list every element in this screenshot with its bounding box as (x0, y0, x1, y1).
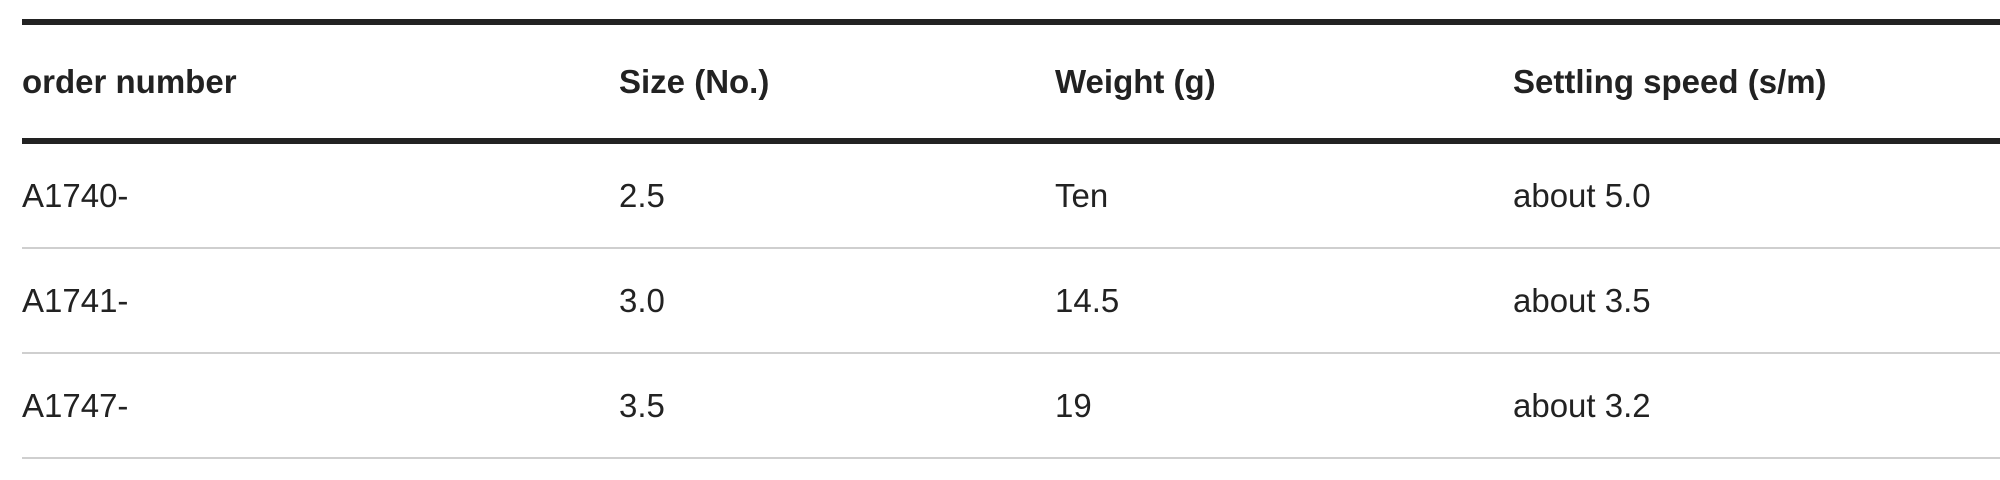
table-header-row: order number Size (No.) Weight (g) Settl… (22, 25, 2000, 144)
cell-order-number: A1747- (22, 386, 129, 424)
spec-table: order number Size (No.) Weight (g) Settl… (22, 19, 2000, 459)
cell-order-number: A1741- (22, 281, 129, 319)
cell-weight: 19 (1055, 386, 1092, 424)
table-row: A1747- 3.5 19 about 3.2 (22, 354, 2000, 459)
cell-settling-speed: about 3.5 (1513, 281, 1651, 319)
table-row: A1740- 2.5 Ten about 5.0 (22, 144, 2000, 249)
table-row: A1741- 3.0 14.5 about 3.5 (22, 249, 2000, 354)
header-settling-speed: Settling speed (s/m) (1513, 62, 1827, 100)
cell-order-number: A1740- (22, 176, 129, 214)
cell-size: 3.5 (619, 386, 665, 424)
cell-settling-speed: about 3.2 (1513, 386, 1651, 424)
cell-weight: Ten (1055, 176, 1109, 214)
cell-weight: 14.5 (1055, 281, 1120, 319)
header-weight: Weight (g) (1055, 62, 1216, 100)
table-top-border (22, 19, 2000, 25)
header-order-number: order number (22, 62, 237, 100)
cell-settling-speed: about 5.0 (1513, 176, 1651, 214)
cell-size: 2.5 (619, 176, 665, 214)
cell-size: 3.0 (619, 281, 665, 319)
header-size: Size (No.) (619, 62, 770, 100)
